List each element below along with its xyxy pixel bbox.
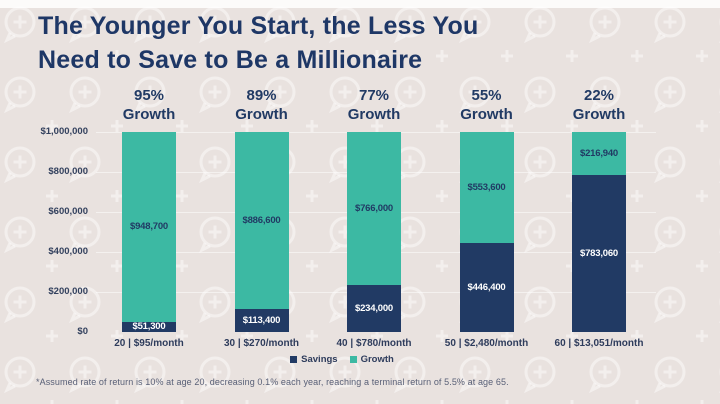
legend-swatch-growth	[349, 356, 357, 363]
growth-segment: $886,600	[234, 132, 289, 310]
savings-value-label: $234,000	[354, 303, 394, 315]
x-axis-category-label: 30 | $270/month	[223, 338, 300, 349]
growth-percent: 77%	[358, 87, 390, 104]
column-header: 95% Growth	[93, 86, 205, 124]
growth-percent: 22%	[583, 87, 615, 104]
growth-word: Growth	[572, 106, 626, 123]
legend-item-growth: Growth	[349, 354, 394, 365]
y-axis-tick-label: $400,000	[48, 246, 88, 257]
chart-legend: Savings Growth	[0, 354, 684, 365]
y-axis-tick-label: $800,000	[48, 166, 88, 177]
y-axis-tick-label: $200,000	[48, 286, 88, 297]
x-axis-category-label: 40 | $780/month	[336, 338, 412, 349]
x-axis-category-label: 60 | $13,051/month	[554, 338, 644, 349]
growth-segment: $948,700	[122, 132, 176, 322]
footnote: *Assumed rate of return is 10% at age 20…	[36, 377, 509, 387]
top-border-strip	[0, 0, 720, 8]
savings-value-label: $51,300	[132, 321, 166, 333]
growth-segment: $553,600	[459, 132, 514, 243]
growth-word: Growth	[347, 106, 401, 123]
bar-column: $766,000 $234,000	[347, 132, 401, 332]
x-axis-category-label: 50 | $2,480/month	[444, 338, 529, 349]
legend-label: Savings	[301, 354, 338, 365]
growth-percent: 89%	[246, 87, 277, 104]
savings-value-label: $113,400	[242, 315, 281, 327]
growth-value-label: $766,000	[354, 203, 394, 215]
legend-swatch-savings	[290, 356, 298, 363]
savings-segment: $234,000	[347, 285, 401, 332]
growth-word: Growth	[460, 106, 513, 123]
growth-value-label: $553,600	[467, 181, 506, 193]
growth-word: Growth	[122, 106, 176, 123]
title-line-1: The Younger You Start, the Less You	[38, 12, 479, 40]
growth-segment: $766,000	[347, 132, 401, 286]
bar-column: $886,600 $113,400	[234, 132, 289, 332]
growth-percent: 55%	[471, 87, 502, 104]
growth-value-label: $216,940	[579, 148, 619, 160]
y-axis-tick-label: $600,000	[48, 206, 88, 217]
savings-segment: $446,400	[459, 242, 514, 332]
y-axis-tick-label: $0	[77, 326, 88, 337]
growth-segment: $216,940	[572, 132, 626, 176]
bar-column: $216,940 $783,060	[572, 132, 626, 332]
y-axis-tick-label: $1,000,000	[40, 126, 88, 137]
column-header: 77% Growth	[318, 86, 430, 124]
column-header: 89% Growth	[206, 86, 318, 124]
growth-value-label: $886,600	[242, 215, 281, 227]
page-title: The Younger You Start, the Less You Need …	[38, 9, 678, 77]
legend-label: Growth	[360, 354, 394, 365]
growth-value-label: $948,700	[129, 221, 169, 233]
savings-segment: $51,300	[122, 321, 176, 333]
growth-word: Growth	[235, 106, 288, 123]
savings-value-label: $783,060	[579, 248, 619, 260]
x-axis-category-label: 20 | $95/month	[114, 338, 184, 349]
savings-segment: $113,400	[234, 309, 289, 332]
bar-column: $948,700 $51,300	[122, 132, 176, 332]
growth-percent: 95%	[133, 87, 165, 104]
savings-value-label: $446,400	[467, 281, 506, 293]
column-header: 55% Growth	[431, 86, 543, 124]
savings-segment: $783,060	[572, 175, 626, 332]
legend-item-savings: Savings	[290, 354, 338, 365]
title-line-2: Need to Save to Be a Millionaire	[38, 46, 423, 74]
column-header: 22% Growth	[543, 86, 655, 124]
bar-column: $553,600 $446,400	[459, 132, 514, 332]
